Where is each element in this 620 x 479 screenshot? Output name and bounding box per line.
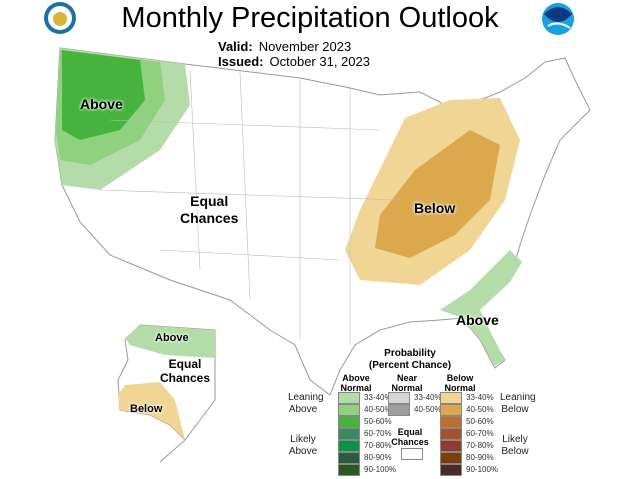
above-range: 70-80% (364, 441, 392, 450)
alaska-below (118, 382, 185, 440)
legend: Probability (Percent Chance) Above Normal … (288, 348, 536, 476)
above-swatch (338, 428, 360, 440)
above-swatch (338, 452, 360, 464)
near-range: 33-40% (414, 393, 442, 402)
issued-label: Issued: (218, 54, 264, 69)
below-swatch (440, 452, 462, 464)
above-swatch (338, 416, 360, 428)
east-below-40-50 (375, 130, 500, 258)
nw-above-50-60 (62, 50, 145, 140)
above-range: 33-40% (364, 393, 392, 402)
above-range: 80-90% (364, 453, 392, 462)
leaning-above-label: Leaning Above (288, 392, 324, 415)
below-range: 50-60% (466, 417, 494, 426)
below-swatch (440, 416, 462, 428)
below-range: 90-100% (466, 465, 499, 474)
above-range: 50-60% (364, 417, 392, 426)
below-swatch (440, 392, 462, 404)
below-range: 70-80% (466, 441, 494, 450)
label-east-below: Below (414, 200, 456, 216)
likely-below-label: Likely Below (501, 434, 529, 457)
label-ak-above: Above (155, 332, 189, 344)
valid-line: Valid: November 2023 (218, 39, 351, 54)
below-swatch (440, 464, 462, 476)
below-swatch (440, 404, 462, 416)
below-swatch (440, 428, 462, 440)
label-ak-below: Below (130, 403, 163, 415)
near-swatch (388, 404, 410, 416)
below-range: 80-90% (466, 453, 494, 462)
above-swatch (338, 404, 360, 416)
above-range: 60-70% (364, 429, 392, 438)
page-title: Monthly Precipitation Outlook (121, 2, 499, 34)
near-swatch (388, 392, 410, 404)
leaning-below-label: Leaning Below (500, 392, 536, 415)
valid-value: November 2023 (258, 39, 352, 54)
label-nw-above: Above (80, 96, 123, 112)
below-range: 40-50% (466, 405, 494, 414)
above-range: 40-50% (364, 405, 392, 414)
issued-line: Issued: October 31, 2023 (218, 54, 370, 69)
legend-title: Probability (Percent Chance) (368, 348, 452, 371)
near-range: 40-50% (414, 405, 442, 414)
valid-label: Valid: (218, 39, 253, 54)
noaa-logo (542, 3, 574, 35)
above-swatch (338, 440, 360, 452)
below-range: 60-70% (466, 429, 494, 438)
label-ak-equal: Equal Chances (160, 357, 211, 385)
above-swatch (338, 392, 360, 404)
equal-chances-swatch (401, 448, 423, 460)
above-swatch (338, 464, 360, 476)
alaska-above (125, 325, 215, 358)
doc-seal-logo (44, 2, 76, 34)
below-swatch (440, 440, 462, 452)
likely-above-label: Likely Above (288, 434, 318, 457)
below-range: 33-40% (466, 393, 494, 402)
equal-chances-label: Equal Chances (391, 427, 429, 447)
se-above-33-40 (440, 250, 522, 366)
issued-value: October 31, 2023 (269, 54, 370, 69)
label-se-above: Above (456, 312, 499, 328)
label-equal-chances: Equal Chances (180, 193, 239, 226)
above-range: 90-100% (364, 465, 397, 474)
